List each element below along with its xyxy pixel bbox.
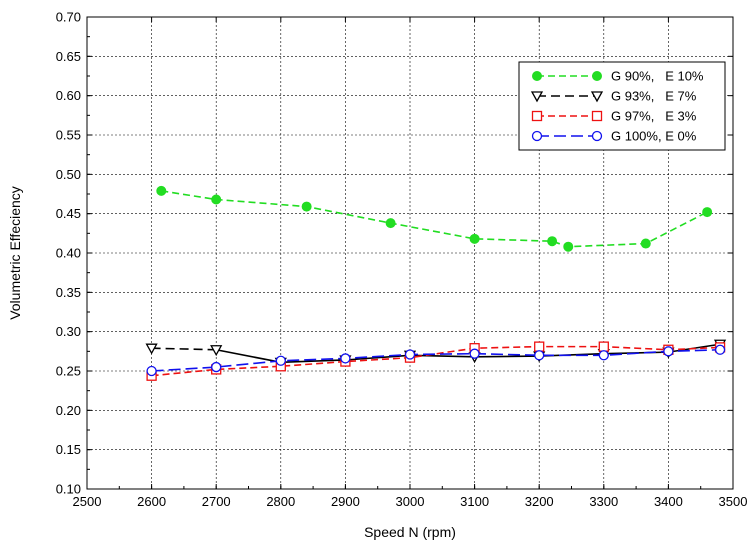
x-tick-label: 2700 <box>202 494 231 509</box>
series-2 <box>147 342 724 380</box>
x-tick-label: 2800 <box>266 494 295 509</box>
series-line <box>152 347 720 376</box>
x-tick-label: 3400 <box>654 494 683 509</box>
data-point <box>212 195 221 204</box>
legend: G 90%, E 10% G 93%, E 7% G 97%, E 3% G 100%… <box>519 62 725 150</box>
legend-marker <box>593 72 602 81</box>
x-tick-label: 3500 <box>719 494 748 509</box>
data-point <box>599 351 608 360</box>
x-tick-label: 3200 <box>525 494 554 509</box>
y-tick-label: 0.50 <box>56 167 81 182</box>
data-point <box>302 202 311 211</box>
data-point <box>470 349 479 358</box>
x-tick-label: 2600 <box>137 494 166 509</box>
legend-marker <box>593 132 602 141</box>
series-line <box>152 350 720 371</box>
data-point <box>548 237 557 246</box>
legend-label-2: G 97%, E 3% <box>611 109 697 124</box>
legend-label-1: G 93%, E 7% <box>611 89 697 104</box>
x-tick-label: 2900 <box>331 494 360 509</box>
data-point <box>157 186 166 195</box>
data-point <box>212 363 221 372</box>
legend-label-0: G 90%, E 10% <box>611 69 704 84</box>
y-tick-label: 0.40 <box>56 246 81 261</box>
data-point <box>599 342 608 351</box>
data-point <box>716 345 725 354</box>
y-tick-label: 0.70 <box>56 10 81 25</box>
series-line <box>161 191 707 247</box>
legend-marker <box>533 132 542 141</box>
x-tick-label: 3100 <box>460 494 489 509</box>
y-tick-label: 0.35 <box>56 285 81 300</box>
series-line-segment <box>152 348 217 350</box>
data-point <box>703 208 712 217</box>
y-axis-label: Volumetric Effeciency <box>7 186 23 320</box>
data-point <box>341 354 350 363</box>
y-tick-label: 0.10 <box>56 482 81 497</box>
data-point <box>386 219 395 228</box>
data-point <box>641 239 650 248</box>
data-point <box>535 342 544 351</box>
x-axis-label: Speed N (rpm) <box>364 524 456 540</box>
data-point <box>470 234 479 243</box>
data-point <box>147 367 156 376</box>
x-tick-label: 3300 <box>589 494 618 509</box>
y-tick-label: 0.55 <box>56 128 81 143</box>
x-tick-label: 3000 <box>396 494 425 509</box>
y-tick-label: 0.30 <box>56 324 81 339</box>
y-tick-label: 0.60 <box>56 88 81 103</box>
data-point <box>564 242 573 251</box>
y-tick-label: 0.20 <box>56 403 81 418</box>
legend-marker <box>533 72 542 81</box>
series-layer <box>147 186 725 380</box>
y-tick-label: 0.25 <box>56 364 81 379</box>
legend-marker <box>533 112 542 121</box>
y-tick-label: 0.65 <box>56 49 81 64</box>
data-point <box>535 351 544 360</box>
legend-marker <box>593 112 602 121</box>
legend-label-3: G 100%, E 0% <box>611 129 697 144</box>
data-point <box>276 356 285 365</box>
y-tick-label: 0.15 <box>56 442 81 457</box>
data-point <box>406 350 415 359</box>
y-tick-label: 0.45 <box>56 206 81 221</box>
series-0 <box>157 186 712 251</box>
data-point <box>664 347 673 356</box>
